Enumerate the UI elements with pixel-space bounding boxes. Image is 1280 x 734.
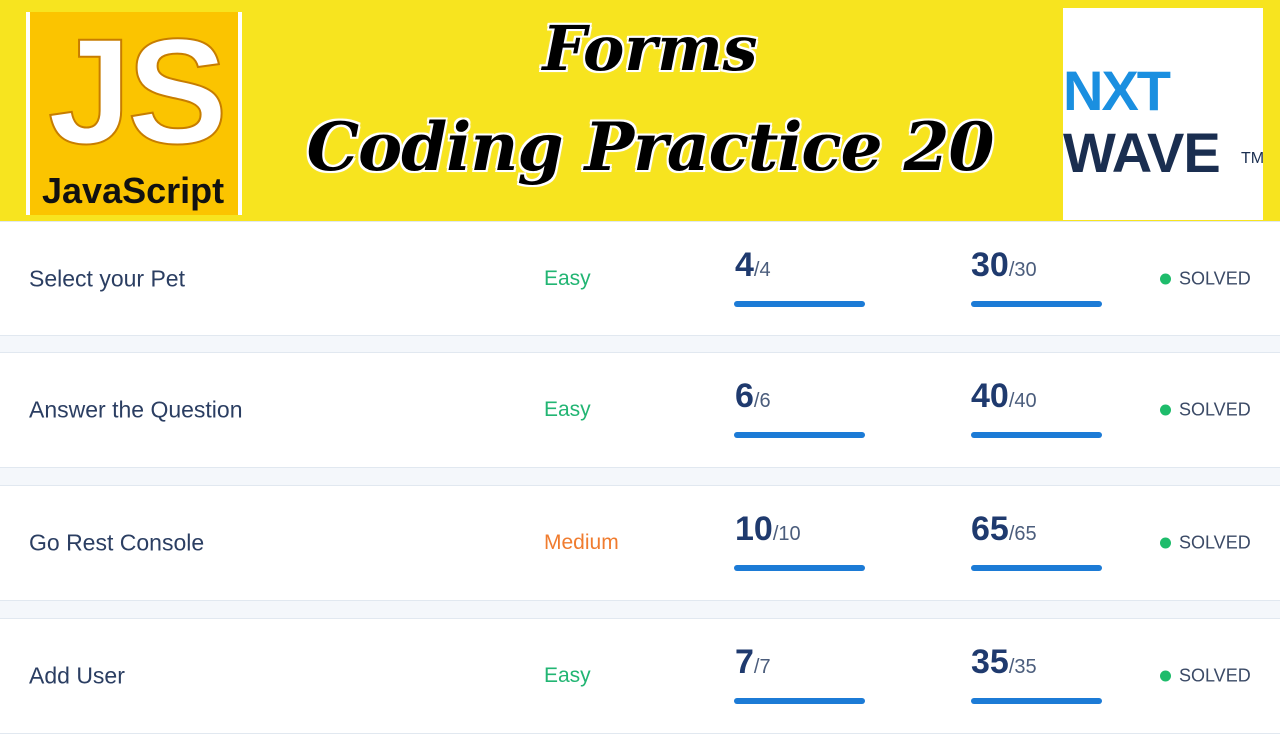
test-cases-progress-bar [734, 698, 865, 704]
points-earned: 40 [971, 377, 1009, 415]
difficulty-label: Easy [544, 664, 591, 687]
status-text: SOLVED [1179, 399, 1251, 420]
question-name[interactable]: Answer the Question [29, 396, 243, 423]
title-line-1: Forms [542, 12, 758, 85]
status-text: SOLVED [1179, 532, 1251, 553]
test-cases-total: /10 [772, 523, 801, 545]
points-score: 30/30 [971, 246, 1037, 285]
test-cases-passed: 6 [735, 377, 754, 415]
progress-fill [734, 565, 865, 571]
points-total: /65 [1008, 523, 1037, 545]
test-cases-progress-bar [734, 565, 865, 571]
js-logo-caption: JavaScript [42, 170, 225, 211]
nxtwave-logo-line2: WAVE [1063, 121, 1221, 184]
points-progress-bar [971, 698, 1102, 704]
test-cases-passed: 4 [735, 246, 754, 284]
points-earned: 30 [971, 246, 1009, 284]
points-earned: 35 [971, 643, 1009, 681]
test-cases-passed: 10 [735, 510, 773, 548]
banner: JS JavaScript Forms Coding Practice 20 N… [0, 0, 1280, 228]
nxtwave-logo: NXT WAVE TM [1063, 8, 1265, 220]
test-cases-total: /6 [753, 390, 771, 412]
status-badge: SOLVED [1160, 533, 1251, 554]
question-row[interactable]: Select your Pet Easy 4/4 30/30 SOLVED [0, 221, 1280, 336]
javascript-logo: JS JavaScript [26, 12, 242, 215]
status-dot-icon [1160, 404, 1171, 416]
status-text: SOLVED [1179, 665, 1251, 686]
difficulty-label: Easy [544, 398, 591, 421]
question-row[interactable]: Add User Easy 7/7 35/35 SOLVED [0, 618, 1280, 734]
difficulty-label: Easy [544, 266, 591, 290]
trademark: TM [1241, 150, 1265, 167]
status-dot-icon [1160, 273, 1171, 284]
status-text: SOLVED [1179, 268, 1251, 288]
points-progress-bar [971, 301, 1102, 307]
status-badge: SOLVED [1160, 666, 1251, 687]
points-total: /30 [1008, 259, 1037, 281]
status-dot-icon [1160, 670, 1171, 682]
points-progress-bar [971, 565, 1102, 571]
question-row[interactable]: Answer the Question Easy 6/6 40/40 SOLVE… [0, 352, 1280, 468]
progress-fill [971, 301, 1102, 307]
progress-fill [734, 698, 865, 704]
question-name[interactable]: Select your Pet [29, 265, 185, 291]
progress-fill [734, 301, 865, 307]
progress-fill [734, 432, 865, 438]
test-cases-total: /7 [753, 656, 771, 678]
test-cases-total: /4 [753, 259, 771, 281]
status-badge: SOLVED [1160, 268, 1251, 289]
status-dot-icon [1160, 537, 1171, 549]
test-cases-progress-bar [734, 301, 865, 307]
test-cases-score: 6/6 [735, 377, 771, 416]
question-row[interactable]: Go Rest Console Medium 10/10 65/65 SOLVE… [0, 485, 1280, 601]
points-earned: 65 [971, 510, 1009, 548]
points-score: 65/65 [971, 510, 1037, 549]
points-progress-bar [971, 432, 1102, 438]
title-line-2: Coding Practice 20 [306, 108, 995, 186]
test-cases-score: 4/4 [735, 246, 771, 285]
progress-fill [971, 698, 1102, 704]
progress-fill [971, 565, 1102, 571]
question-name[interactable]: Go Rest Console [29, 529, 205, 556]
points-total: /40 [1008, 390, 1037, 412]
points-score: 40/40 [971, 377, 1037, 416]
test-cases-progress-bar [734, 432, 865, 438]
test-cases-score: 10/10 [735, 510, 801, 549]
nxtwave-logo-line1: NXT [1063, 59, 1171, 122]
test-cases-passed: 7 [735, 643, 754, 681]
difficulty-label: Medium [544, 531, 619, 554]
js-logo-text: JS [47, 7, 229, 175]
points-score: 35/35 [971, 643, 1037, 682]
test-cases-score: 7/7 [735, 643, 771, 682]
question-name[interactable]: Add User [29, 662, 125, 689]
status-badge: SOLVED [1160, 400, 1251, 421]
progress-fill [971, 432, 1102, 438]
points-total: /35 [1008, 656, 1037, 678]
